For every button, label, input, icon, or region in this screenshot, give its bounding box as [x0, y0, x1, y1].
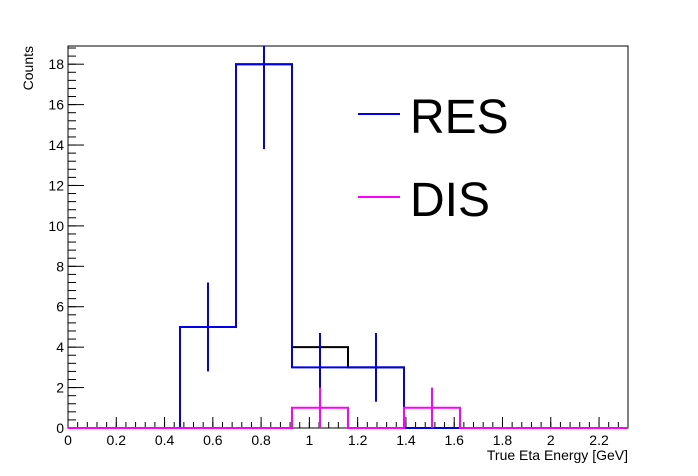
- series-total-histogram: [68, 63, 628, 429]
- legend: RES DIS: [358, 91, 509, 227]
- series-layer: [68, 46, 628, 429]
- series-res-histogram: [68, 63, 628, 429]
- axes: 0 0.2 0.4 0.6 0.8 1 1.2 1.4 1.6 1.8 2 2.2 0 2 4 6 8 10 12 1…: [48, 45, 629, 448]
- legend-label-res: RES: [410, 91, 509, 144]
- x-tick-label: 1.8: [493, 432, 513, 448]
- x-tick-label: 1: [305, 432, 313, 448]
- series-dis-histogram: [68, 406, 628, 429]
- legend-label-dis: DIS: [410, 174, 490, 227]
- y-tick-label: 16: [48, 97, 64, 113]
- x-tick-label: 2.2: [589, 432, 609, 448]
- x-tick-label: 0.4: [155, 432, 175, 448]
- x-tick-label: 1.2: [348, 432, 368, 448]
- y-tick-label: 8: [56, 258, 64, 274]
- x-tick-label: 0.6: [203, 432, 223, 448]
- y-tick-label: 0: [56, 420, 64, 436]
- x-tick-label: 0.8: [251, 432, 271, 448]
- x-tick-label: 1.6: [444, 432, 464, 448]
- y-tick-label: 4: [56, 339, 64, 355]
- x-tick-label: 1.4: [396, 432, 416, 448]
- x-tick-label: 2: [547, 432, 555, 448]
- y-tick-label: 6: [56, 299, 64, 315]
- y-tick-label: 2: [56, 380, 64, 396]
- x-axis-label: True Eta Energy [GeV]: [487, 447, 628, 463]
- plot-frame: [67, 45, 629, 429]
- y-tick-label: 18: [48, 56, 64, 72]
- y-axis-label: Counts: [20, 46, 36, 90]
- x-tick-label: 0: [64, 432, 72, 448]
- y-tick-label: 14: [48, 137, 64, 153]
- y-tick-label: 10: [48, 218, 64, 234]
- y-tick-label: 12: [48, 177, 64, 193]
- x-tick-label: 0.2: [107, 432, 127, 448]
